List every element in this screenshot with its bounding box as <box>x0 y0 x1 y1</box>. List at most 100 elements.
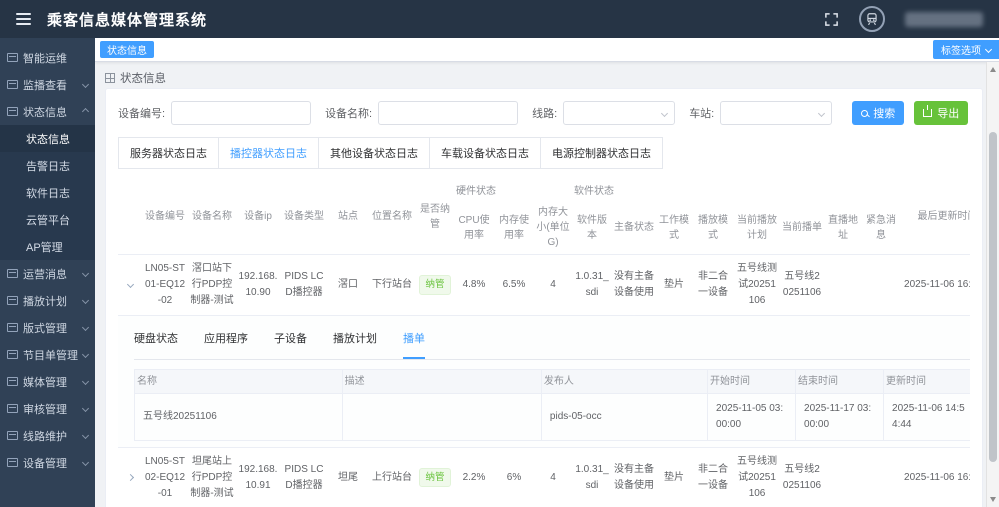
sidebar-item-program-management[interactable]: 节目单管理 <box>0 341 95 368</box>
route-tab-bar: 状态信息 标签选项 <box>95 38 999 62</box>
chevron-down-icon <box>82 351 89 358</box>
sidebar-item-audit-management[interactable]: 审核管理 <box>0 395 95 422</box>
playlist-row[interactable]: 五号线20251106 pids-05-occ 2025-11-05 03:00… <box>135 393 971 440</box>
layout-management-icon <box>7 323 18 332</box>
menu-toggle-icon[interactable] <box>16 13 31 25</box>
col-expander <box>118 179 142 255</box>
sidebar-item-smart-ops[interactable]: 智能运维 <box>0 44 95 71</box>
sidebar-item-operation-message[interactable]: 运营消息 <box>0 260 95 287</box>
col-device-type: 设备类型 <box>280 179 328 255</box>
col-play-mode: 播放模式 <box>692 201 734 255</box>
chevron-down-icon <box>818 109 825 116</box>
operation-message-icon <box>7 269 18 278</box>
device-management-icon <box>7 458 18 467</box>
tab-power-controller-status-log[interactable]: 电源控制器状态日志 <box>540 137 663 169</box>
route-tab-status-info[interactable]: 状态信息 <box>100 41 154 58</box>
col-current-plan: 当前播放计划 <box>734 201 780 255</box>
col-device-name: 设备名称 <box>188 179 236 255</box>
app-title: 乘客信息媒体管理系统 <box>47 9 207 30</box>
tab-sub-devices[interactable]: 子设备 <box>274 331 307 359</box>
col-mem-usage: 内存使用率 <box>494 201 534 255</box>
line-select[interactable] <box>563 101 675 125</box>
tab-vehicle-device-status-log[interactable]: 车载设备状态日志 <box>429 137 541 169</box>
status-table: 设备编号 设备名称 设备ip 设备类型 站点 位置名称 是否纳管 硬件状态 软件… <box>118 179 970 507</box>
tab-play-plan[interactable]: 播放计划 <box>333 331 377 359</box>
chevron-down-icon <box>82 81 89 88</box>
managed-badge: 纳管 <box>419 275 450 294</box>
sidebar: 智能运维 监播查看 状态信息 状态信息 告警日志 软件日志 云管平台 AP管理 … <box>0 38 95 507</box>
sidebar-item-monitor-view[interactable]: 监播查看 <box>0 71 95 98</box>
sidebar-item-status-info[interactable]: 状态信息 <box>0 98 95 125</box>
chevron-right-icon <box>126 474 133 481</box>
submenu-item-cloud-platform[interactable]: 云管平台 <box>0 206 95 233</box>
export-button[interactable]: 导出 <box>914 101 968 125</box>
play-plan-icon <box>7 296 18 305</box>
line-maintenance-icon <box>7 431 18 440</box>
sub-col-start-time: 开始时间 <box>708 369 796 393</box>
sub-col-update-time: 更新时间 <box>884 369 970 393</box>
status-info-icon <box>7 107 18 116</box>
chevron-up-icon <box>82 108 89 115</box>
col-location: 位置名称 <box>368 179 416 255</box>
col-cpu-usage: CPU使用率 <box>454 201 494 255</box>
status-table-wrap: 设备编号 设备名称 设备ip 设备类型 站点 位置名称 是否纳管 硬件状态 软件… <box>118 179 970 507</box>
device-name-input[interactable] <box>378 101 518 125</box>
station-select[interactable] <box>720 101 832 125</box>
table-row[interactable]: LN05-ST01-EQ12-02 滘口站下行PDP控制器-测试 192.168… <box>118 255 970 316</box>
smart-ops-icon <box>7 53 18 62</box>
status-info-card: 设备编号: 设备名称: 线路: 车站: 搜索 导出 <box>105 88 983 507</box>
col-device-ip: 设备ip <box>236 179 280 255</box>
chevron-down-icon <box>82 270 89 277</box>
user-avatar-train-icon[interactable] <box>859 6 885 32</box>
tab-playlist[interactable]: 播单 <box>403 331 425 359</box>
sidebar-item-device-management[interactable]: 设备管理 <box>0 449 95 476</box>
row-expander[interactable] <box>118 447 142 507</box>
tab-other-device-status-log[interactable]: 其他设备状态日志 <box>318 137 430 169</box>
tab-applications[interactable]: 应用程序 <box>204 331 248 359</box>
col-work-mode: 工作模式 <box>656 201 692 255</box>
submenu-item-ap-management[interactable]: AP管理 <box>0 233 95 260</box>
device-no-input[interactable] <box>171 101 311 125</box>
managed-badge: 纳管 <box>419 468 450 487</box>
chevron-down-icon <box>985 46 992 53</box>
sidebar-item-media-management[interactable]: 媒体管理 <box>0 368 95 395</box>
col-station: 站点 <box>328 179 368 255</box>
table-row[interactable]: LN05-ST02-EQ12-01 坦尾站上行PDP控制器-测试 192.168… <box>118 447 970 507</box>
filter-bar: 设备编号: 设备名称: 线路: 车站: 搜索 导出 <box>118 97 970 137</box>
sub-col-name: 名称 <box>135 369 343 393</box>
device-name-label: 设备名称: <box>325 105 372 121</box>
sidebar-item-line-maintenance[interactable]: 线路维护 <box>0 422 95 449</box>
submenu-item-status-info[interactable]: 状态信息 <box>0 125 95 152</box>
row-expander[interactable] <box>118 255 142 316</box>
playlist-table: 名称 描述 发布人 开始时间 结束时间 更新时间 <box>134 369 970 441</box>
line-label: 线路: <box>532 105 557 121</box>
col-managed: 是否纳管 <box>416 179 454 255</box>
scrollbar-thumb[interactable] <box>989 132 997 462</box>
scrollbar-up-arrow-icon[interactable] <box>990 67 996 72</box>
submenu-item-software-log[interactable]: 软件日志 <box>0 179 95 206</box>
status-info-submenu: 状态信息 告警日志 软件日志 云管平台 AP管理 <box>0 125 95 260</box>
tab-player-status-log[interactable]: 播控器状态日志 <box>218 137 319 169</box>
breadcrumb-grid-icon <box>105 73 115 83</box>
vertical-scrollbar[interactable] <box>986 62 999 507</box>
sidebar-item-layout-management[interactable]: 版式管理 <box>0 314 95 341</box>
tab-disk-status[interactable]: 硬盘状态 <box>134 331 178 359</box>
chevron-down-icon <box>82 405 89 412</box>
search-button[interactable]: 搜索 <box>852 101 904 125</box>
media-management-icon <box>7 377 18 386</box>
device-no-label: 设备编号: <box>118 105 165 121</box>
device-detail-panel: 硬盘状态 应用程序 子设备 播放计划 播单 <box>120 322 970 441</box>
submenu-item-alarm-log[interactable]: 告警日志 <box>0 152 95 179</box>
breadcrumb: 状态信息 <box>105 67 983 88</box>
user-name-redacted[interactable] <box>905 12 983 27</box>
sidebar-item-play-plan[interactable]: 播放计划 <box>0 287 95 314</box>
tag-options-button[interactable]: 标签选项 <box>933 40 999 59</box>
col-sw-version: 软件版本 <box>572 201 612 255</box>
chevron-down-icon <box>82 432 89 439</box>
chevron-down-icon <box>661 109 668 116</box>
tab-server-status-log[interactable]: 服务器状态日志 <box>118 137 219 169</box>
scrollbar-down-arrow-icon[interactable] <box>990 497 996 502</box>
sub-col-description: 描述 <box>342 369 541 393</box>
fullscreen-icon[interactable] <box>824 12 839 27</box>
monitor-view-icon <box>7 80 18 89</box>
